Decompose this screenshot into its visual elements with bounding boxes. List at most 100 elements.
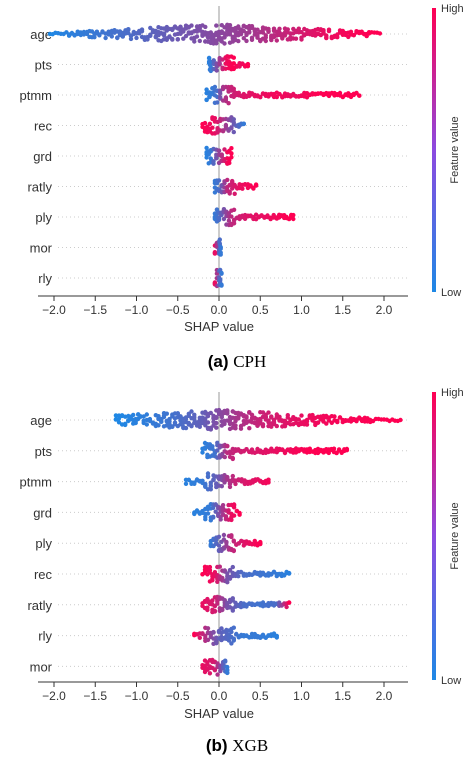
shap-point	[109, 34, 115, 39]
shap-point	[216, 534, 222, 539]
shap-point	[116, 420, 122, 425]
shap-point	[214, 207, 220, 212]
shap-point	[219, 152, 224, 157]
shap-point	[210, 125, 215, 130]
feature-label-grd: grd	[33, 149, 52, 164]
shap-point	[337, 415, 343, 420]
x-tick-label: −2.0	[42, 303, 66, 317]
caption-a-name: CPH	[233, 352, 267, 371]
shap-point	[218, 91, 223, 96]
x-tick-label: −2.0	[42, 689, 66, 703]
shap-point	[212, 250, 218, 255]
shap-point	[266, 410, 271, 415]
shap-point	[274, 38, 279, 43]
shap-point	[226, 101, 231, 106]
shap-point	[274, 635, 279, 640]
shap-point	[123, 422, 128, 428]
shap-point	[204, 145, 209, 151]
shap-point	[293, 36, 299, 41]
shap-point	[231, 548, 236, 553]
shap-point	[274, 423, 279, 429]
shap-point	[211, 630, 216, 635]
x-tick-label: −0.5	[166, 689, 190, 703]
shap-point	[377, 31, 383, 36]
shap-point	[178, 24, 183, 30]
shap-point	[223, 66, 228, 71]
shap-point	[214, 420, 219, 426]
shap-point	[175, 411, 180, 416]
shap-point	[202, 120, 208, 126]
shap-point	[260, 30, 266, 35]
x-tick-label: 2.0	[376, 303, 393, 317]
colorbar	[432, 8, 436, 292]
shap-point	[231, 117, 236, 122]
shap-point	[217, 237, 222, 242]
shap-point	[220, 503, 226, 508]
shap-point	[208, 480, 213, 485]
shap-point	[216, 543, 222, 548]
shap-point	[229, 155, 234, 160]
shap-point	[97, 33, 102, 38]
shap-point	[265, 213, 270, 218]
shap-point	[229, 151, 234, 156]
caption-a-tag: (a)	[207, 352, 229, 371]
shap-point	[269, 424, 274, 429]
x-tick-label: −1.0	[125, 689, 149, 703]
shap-point	[210, 444, 215, 449]
shap-point	[186, 477, 191, 482]
shap-point	[217, 61, 222, 66]
shap-point	[231, 513, 237, 518]
x-tick-label: 0.5	[252, 303, 269, 317]
shap-point	[335, 35, 340, 40]
shap-point	[183, 481, 189, 486]
shap-point	[131, 412, 136, 418]
shap-point	[291, 212, 296, 218]
shap-point	[214, 425, 219, 430]
shap-point	[215, 579, 220, 584]
shap-point	[229, 214, 234, 219]
shap-point	[244, 38, 249, 44]
shap-point	[214, 156, 219, 161]
shap-point	[103, 35, 108, 41]
shap-point	[286, 571, 292, 576]
shap-point	[175, 37, 180, 42]
shap-point	[233, 418, 238, 424]
colorbar-title: Feature value	[449, 116, 461, 183]
shap-point	[240, 186, 245, 191]
shap-point	[211, 515, 216, 520]
shap-point	[284, 604, 289, 610]
feature-label-ratly: ratly	[27, 180, 52, 195]
colorbar-high-label: High	[441, 387, 464, 399]
shap-point	[225, 667, 230, 673]
shap-point	[215, 448, 220, 453]
shap-point	[219, 626, 224, 631]
shap-point	[291, 216, 296, 222]
shap-point	[164, 411, 169, 416]
shap-point	[274, 94, 279, 100]
shap-point	[249, 24, 255, 29]
shap-point	[219, 282, 224, 287]
feature-label-rly: rly	[38, 271, 52, 286]
shap-point	[237, 64, 242, 69]
shap-point	[224, 539, 229, 545]
shap-point	[286, 600, 292, 605]
shap-point	[229, 641, 234, 646]
shap-point	[212, 280, 218, 285]
shap-point	[222, 421, 227, 427]
shap-point	[230, 178, 235, 184]
shap-point	[249, 37, 255, 42]
shap-point	[231, 538, 236, 543]
shap-point	[331, 446, 337, 451]
shap-point	[230, 455, 235, 461]
shap-point	[192, 39, 197, 44]
x-tick-label: 1.5	[334, 303, 351, 317]
x-tick-label: 1.5	[334, 689, 351, 703]
shap-point	[351, 33, 356, 38]
shap-point	[307, 446, 312, 451]
shap-point	[232, 191, 237, 196]
shap-point	[296, 26, 301, 31]
colorbar	[432, 392, 436, 680]
shap-point	[214, 415, 219, 420]
x-tick-label: 0.0	[211, 689, 228, 703]
shap-point	[231, 129, 236, 135]
